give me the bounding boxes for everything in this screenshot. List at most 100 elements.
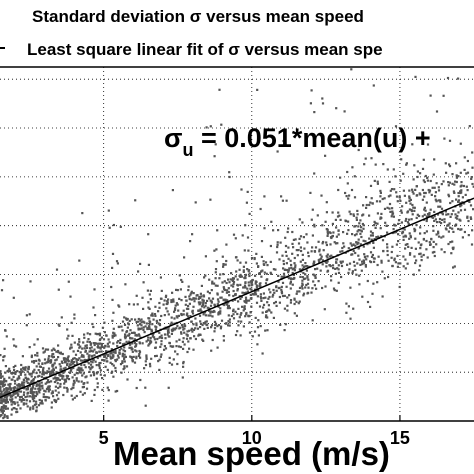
scatter-point [417,241,420,244]
scatter-point [0,415,2,418]
scatter-point [255,252,258,255]
scatter-point [262,303,266,306]
scatter-point [412,192,415,195]
scatter-point [50,401,53,404]
scatter-point [61,361,64,364]
scatter-point [158,336,161,339]
scatter-point [200,284,203,287]
scatter-point [298,268,301,271]
scatter-point [32,378,35,381]
scatter-point [448,181,451,184]
scatter-point [116,358,119,361]
scatter-point [251,278,254,282]
scatter-point [405,162,408,165]
scatter-point [333,241,336,244]
scatter-point [32,400,35,403]
scatter-point [287,277,290,280]
scatter-point [145,357,148,360]
scatter-point [355,218,358,221]
scatter-point [151,333,155,336]
scatter-point [151,314,154,317]
scatter-point [157,360,160,363]
scatter-point [83,392,86,395]
scatter-point [62,357,65,360]
scatter-point [447,195,451,198]
scatter-point [111,298,114,301]
plot-area: 5 10 15 [0,66,474,448]
scatter-point [246,190,249,193]
scatter-point [123,342,126,345]
scatter-point [277,274,280,277]
scatter-point [106,386,109,389]
scatter-point [431,216,434,219]
scatter-point [432,240,435,243]
scatter-point [118,349,121,352]
scatter-point [52,369,55,372]
scatter-point [110,351,113,354]
scatter-point [361,263,364,266]
scatter-point [449,215,452,218]
scatter-point [247,281,250,284]
scatter-point [10,408,14,411]
scatter-point [55,268,59,271]
scatter-point [243,249,246,252]
scatter-point [312,273,315,276]
scatter-point [47,390,50,393]
scatter-point [72,382,75,385]
scatter-point [426,179,429,182]
scatter-point [63,358,66,361]
scatter-point [298,290,301,293]
scatter-point [14,396,17,399]
scatter-point [142,281,145,284]
scatter-point [131,348,134,351]
scatter-point [197,334,200,337]
scatter-point [219,310,222,313]
scatter-point [407,245,410,248]
scatter-point [144,360,147,363]
scatter-point [297,302,300,305]
scatter-point [50,406,53,409]
scatter-point [351,253,354,256]
scatter-point [244,300,247,304]
scatter-point [235,270,238,273]
scatter-point [17,393,20,396]
scatter-point [32,370,35,373]
scatter-point [105,334,108,337]
scatter-point [32,393,35,396]
scatter-point [85,344,88,347]
scatter-point [348,194,351,197]
scatter-point [142,307,145,310]
scatter-point [292,246,295,249]
scatter-point [88,347,92,350]
scatter-point [137,317,140,321]
scatter-point [138,351,142,354]
scatter-point [355,233,358,236]
scatter-point [387,195,390,198]
scatter-point [101,326,104,329]
scatter-point [166,302,169,305]
scatter-point [101,388,104,391]
scatter-point [65,386,68,390]
scatter-point [468,125,471,128]
scatter-point [406,262,409,265]
scatter-point [6,394,9,397]
scatter-point [101,358,104,362]
scatter-point [326,230,329,233]
scatter-point [83,336,86,339]
scatter-point [121,343,125,346]
scatter-point [243,307,246,310]
legend-entry-1: Standard deviation σ versus mean speed [32,7,364,26]
scatter-point [0,401,3,405]
scatter-point [393,231,396,234]
scatter-point [219,273,222,276]
scatter-point [370,255,374,258]
scatter-point [304,286,307,289]
scatter-point [166,300,169,303]
scatter-point [455,176,458,179]
scatter-point [32,405,35,408]
scatter-point [217,324,221,327]
scatter-point [32,360,36,363]
scatter-point [123,366,126,370]
scatter-point [371,292,374,295]
scatter-point [12,401,15,404]
